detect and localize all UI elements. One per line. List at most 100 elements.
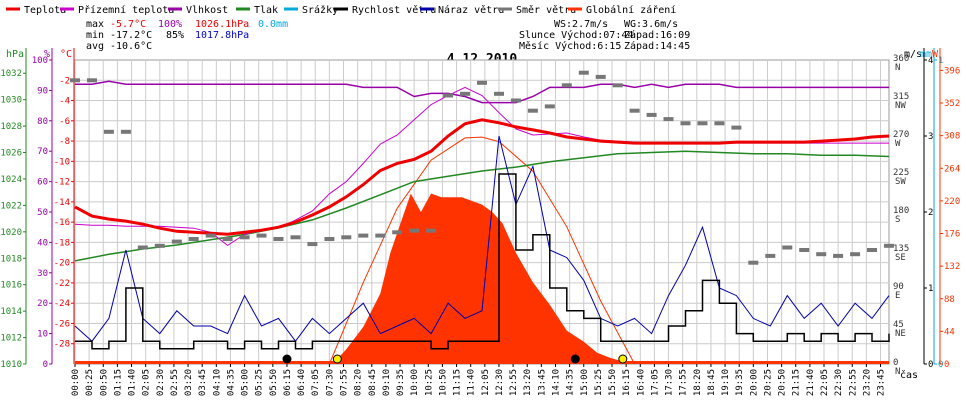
x-ticklabel-21: 08:45 xyxy=(368,369,378,396)
stats-max-label: max xyxy=(86,19,104,30)
winddir-point-30 xyxy=(578,70,589,75)
x-ticklabel-8: 03:20 xyxy=(184,369,194,396)
pressure-axis-ticklabel-1: 1012 xyxy=(0,334,22,344)
radiation-axis-ticklabel-3: 132 xyxy=(944,262,960,272)
radiation-axis-ticklabel-7: 308 xyxy=(944,132,960,142)
winddir-point-23 xyxy=(460,91,470,96)
x-ticklabel-9: 03:45 xyxy=(198,369,208,396)
sun-rise: Slunce Východ:07:44 xyxy=(519,29,633,41)
radiation-axis-ticklabel-0: 0 xyxy=(944,360,949,370)
x-ticklabel-31: 12:55 xyxy=(509,369,519,396)
winddir-point-17 xyxy=(358,233,369,238)
x-ticklabel-15: 06:15 xyxy=(283,369,293,396)
winddir-point-6 xyxy=(171,239,182,244)
radiation-baseline xyxy=(75,361,889,364)
legend-label-7: Směr větru xyxy=(516,4,576,16)
x-ticklabel-53: 22:05 xyxy=(820,369,830,396)
x-axis: 00:00 00:25 00:50 01:15 01:40 02:05 02:30 02:55… xyxy=(71,364,887,396)
temperature-axis-unit: °C xyxy=(60,49,72,60)
temperature-axis-ticklabel-8: -12 xyxy=(54,178,70,188)
radiation-area xyxy=(75,193,889,364)
pressure-axis-ticklabel-4: 1018 xyxy=(0,254,22,264)
winddir-point-28 xyxy=(544,104,555,109)
wind-gust-line xyxy=(74,135,890,343)
pressure-axis-unit: hPa xyxy=(6,49,24,60)
winddir-ticklabel-7: 315 xyxy=(893,92,909,102)
event-marker-sunrise xyxy=(332,354,342,364)
stats-max-rain: 0.0mm xyxy=(258,19,288,30)
x-ticklabel-24: 10:00 xyxy=(410,369,420,396)
x-ticklabel-36: 15:00 xyxy=(580,369,590,396)
winddir-point-4 xyxy=(137,245,148,250)
winddir-point-44 xyxy=(816,252,827,257)
x-ticklabel-45: 18:45 xyxy=(707,369,717,396)
radiation-axis-ticklabel-9: 396 xyxy=(944,66,960,76)
x-ticklabel-35: 14:35 xyxy=(566,369,576,396)
wind-axis-ticklabel-0: 0 xyxy=(928,360,933,370)
radiation-axis-ticklabel-2: 88 xyxy=(944,295,955,305)
winddir-point-40 xyxy=(748,260,759,265)
stats-min-label: min xyxy=(86,30,104,41)
winddir-point-26 xyxy=(510,98,521,103)
winddir-point-14 xyxy=(307,242,318,247)
x-ticklabel-3: 01:15 xyxy=(113,369,123,396)
radiation-axis-ticklabel-4: 176 xyxy=(944,230,960,240)
humidity-axis-ticklabel-9: 90 xyxy=(37,86,48,96)
winddir-point-33 xyxy=(629,108,640,113)
pressure-axis-ticklabel-0: 1010 xyxy=(0,360,22,370)
x-ticklabel-23: 09:35 xyxy=(396,369,406,396)
temperature-axis-ticklabel-11: -6 xyxy=(59,117,70,127)
x-ticklabel-54: 22:30 xyxy=(834,369,844,396)
rain-axis-ticklabel-1: 1 xyxy=(938,56,943,66)
winddir-point-42 xyxy=(782,245,793,250)
x-ticklabel-34: 14:10 xyxy=(552,369,562,396)
winddir-point-0 xyxy=(70,78,80,83)
rain-axis-ticklabel-0: 0 xyxy=(938,360,943,370)
temperature-axis-ticklabel-12: -4 xyxy=(59,97,70,107)
event-marker-moonrise xyxy=(282,354,292,364)
humidity-axis-ticklabel-0: 0 xyxy=(43,360,48,370)
pressure-axis-ticklabel-5: 1020 xyxy=(0,228,22,238)
winddir-ticklabel-4: 180 xyxy=(893,206,909,216)
winddir-point-46 xyxy=(850,252,861,257)
x-ticklabel-17: 07:05 xyxy=(311,369,321,396)
winddir-point-20 xyxy=(409,228,420,233)
temperature-axis-ticklabel-4: -20 xyxy=(54,259,70,269)
pressure-axis-ticklabel-11: 1032 xyxy=(0,69,22,79)
pressure-axis-ticklabel-9: 1028 xyxy=(0,122,22,132)
winddir-cardinal-2: E xyxy=(895,291,900,301)
winddir-cardinal-0: N xyxy=(895,367,900,377)
x-ticklabel-30: 12:30 xyxy=(495,369,505,396)
legend-label-2: Vlhkost xyxy=(186,5,228,16)
x-ticklabel-25: 10:25 xyxy=(424,369,434,396)
winddir-point-3 xyxy=(120,129,131,134)
x-ticklabel-5: 02:05 xyxy=(142,369,152,396)
winddir-ticklabel-5: 225 xyxy=(893,168,909,178)
winddir-ticklabel-2: 90 xyxy=(893,282,904,292)
humidity-line xyxy=(75,80,889,104)
stats-max-temp: -5.7°C xyxy=(110,19,146,30)
wind-axis-ticklabel-1: 1 xyxy=(928,284,933,294)
winddir-point-41 xyxy=(765,253,776,258)
winddir-cardinal-5: SW xyxy=(895,177,906,187)
humidity-axis-ticklabel-8: 80 xyxy=(37,117,48,127)
legend-label-4: Srážky xyxy=(302,4,338,16)
temperature-axis-ticklabel-13: -2 xyxy=(59,76,70,86)
x-ticklabel-22: 09:10 xyxy=(382,369,392,396)
temperature-axis-ticklabel-9: -10 xyxy=(54,157,70,167)
winddir-point-37 xyxy=(697,121,708,126)
legend: Teplota Přízemní teplota Vlhkost Tlak Srážky… xyxy=(0,0,966,18)
x-ticklabel-18: 07:30 xyxy=(325,369,335,396)
pressure-axis-ticklabel-7: 1024 xyxy=(0,175,22,185)
x-ticklabel-27: 11:15 xyxy=(453,369,463,396)
winddir-point-5 xyxy=(154,243,165,248)
x-ticklabel-6: 02:30 xyxy=(156,369,166,396)
moon-rise: Měsíc Východ:6:15 xyxy=(519,40,621,52)
winddir-ticklabel-8: 360 xyxy=(893,54,909,64)
winddir-point-2 xyxy=(103,129,114,134)
winddir-point-24 xyxy=(477,80,487,85)
x-ticklabel-29: 12:05 xyxy=(481,369,491,396)
radiation-axis-ticklabel-1: 44 xyxy=(944,327,955,337)
temperature-axis-ticklabel-6: -16 xyxy=(54,218,70,228)
